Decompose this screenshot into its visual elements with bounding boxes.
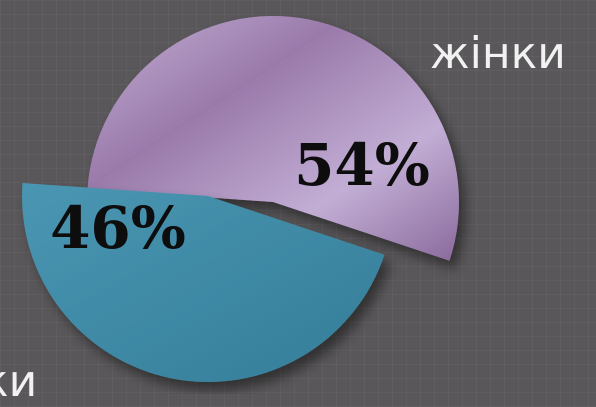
- category-label-men: ки: [0, 356, 38, 407]
- pie-chart: 54% 46%: [21, 15, 460, 383]
- category-label-women: жінки: [430, 28, 566, 79]
- pie-slice-men: [21, 183, 385, 383]
- data-label-men: 46%: [50, 194, 186, 262]
- data-label-women: 54%: [294, 131, 430, 199]
- pie-slice-women: [87, 15, 460, 261]
- pie-chart-svg: 54% 46%: [21, 15, 460, 383]
